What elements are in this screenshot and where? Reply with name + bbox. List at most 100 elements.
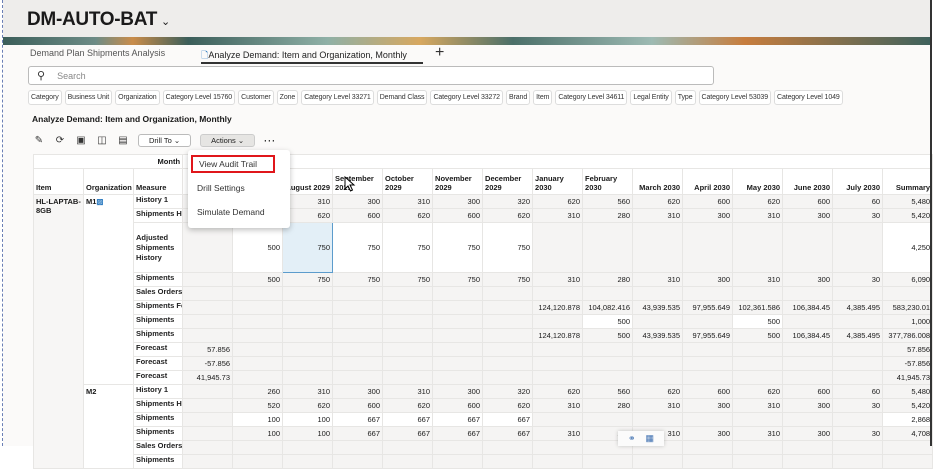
data-cell[interactable] — [432, 370, 484, 385]
data-cell[interactable]: 124,120.878 — [532, 328, 584, 343]
data-cell[interactable]: 600 — [682, 194, 734, 209]
data-cell[interactable] — [382, 440, 434, 455]
data-cell[interactable] — [182, 398, 234, 413]
data-cell[interactable] — [632, 286, 684, 301]
data-cell[interactable]: 100 — [282, 412, 334, 427]
data-cell[interactable]: 310 — [282, 194, 334, 209]
data-cell[interactable] — [232, 342, 284, 357]
data-cell[interactable]: 310 — [732, 208, 784, 223]
data-cell[interactable] — [682, 454, 734, 469]
tab-demand-plan-shipments-analysis[interactable]: Demand Plan Shipments Analysis — [30, 48, 166, 58]
data-cell[interactable] — [832, 370, 884, 385]
data-cell[interactable] — [282, 286, 334, 301]
menu-item-drill-settings[interactable]: Drill Settings — [197, 183, 245, 193]
organization-cell[interactable]: M2 — [83, 384, 134, 469]
data-cell[interactable] — [682, 286, 734, 301]
data-cell[interactable]: 102,361.586 — [732, 300, 784, 315]
data-cell[interactable] — [482, 440, 534, 455]
data-cell[interactable]: 667 — [432, 412, 484, 427]
data-cell[interactable] — [182, 286, 234, 301]
data-cell[interactable] — [382, 286, 434, 301]
data-cell[interactable] — [332, 454, 384, 469]
data-cell[interactable] — [332, 328, 384, 343]
data-cell[interactable] — [832, 314, 884, 329]
column-header[interactable]: January 2030 — [532, 168, 584, 195]
data-cell[interactable] — [332, 342, 384, 357]
tab-analyze-demand[interactable]: 🗋Analyze Demand: Item and Organization, … — [201, 46, 423, 64]
data-cell[interactable] — [182, 384, 234, 399]
data-cell[interactable]: 97,955.649 — [682, 328, 734, 343]
data-cell[interactable]: 106,384.45 — [782, 328, 834, 343]
data-cell[interactable] — [432, 300, 484, 315]
data-cell[interactable]: 500 — [582, 328, 634, 343]
data-cell[interactable] — [182, 272, 234, 287]
data-cell[interactable] — [382, 342, 434, 357]
data-cell[interactable]: 300 — [332, 384, 384, 399]
data-cell[interactable] — [832, 440, 884, 455]
data-cell[interactable]: -57.856 — [882, 356, 934, 371]
data-cell[interactable]: 300 — [682, 208, 734, 223]
data-cell[interactable] — [632, 454, 684, 469]
data-cell[interactable] — [332, 356, 384, 371]
data-cell[interactable]: 667 — [432, 426, 484, 441]
data-cell[interactable]: 310 — [532, 398, 584, 413]
app-title-switcher[interactable]: DM-AUTO-BAT ⌄ — [27, 9, 170, 31]
data-cell[interactable] — [182, 440, 234, 455]
data-cell[interactable]: 667 — [332, 426, 384, 441]
add-tab-button[interactable]: + — [434, 44, 445, 61]
column-header[interactable]: Summary — [882, 168, 934, 195]
data-cell[interactable] — [582, 412, 634, 427]
data-cell[interactable]: 620 — [532, 384, 584, 399]
filter-chip[interactable]: Category — [28, 90, 62, 105]
data-cell[interactable]: 30 — [832, 426, 884, 441]
data-cell[interactable] — [582, 370, 634, 385]
data-cell[interactable] — [732, 454, 784, 469]
data-cell[interactable] — [832, 286, 884, 301]
data-cell[interactable] — [232, 300, 284, 315]
data-cell[interactable] — [632, 222, 684, 273]
data-cell[interactable]: 5,480 — [882, 194, 934, 209]
data-cell[interactable]: 600 — [332, 208, 384, 223]
data-cell[interactable]: 124,120.878 — [532, 300, 584, 315]
data-cell[interactable]: 500 — [582, 314, 634, 329]
layout-icon[interactable]: ◫ — [97, 135, 107, 146]
data-cell[interactable]: 310 — [632, 272, 684, 287]
data-cell[interactable] — [532, 356, 584, 371]
data-cell[interactable]: 520 — [232, 398, 284, 413]
data-cell[interactable]: 300 — [682, 272, 734, 287]
data-cell[interactable] — [682, 356, 734, 371]
data-cell[interactable]: 620 — [732, 194, 784, 209]
data-cell[interactable]: 620 — [482, 398, 534, 413]
data-cell[interactable]: 667 — [382, 412, 434, 427]
filter-chip[interactable]: Zone — [276, 90, 299, 105]
data-cell[interactable] — [632, 370, 684, 385]
filter-chip[interactable]: Business Unit — [64, 90, 113, 105]
data-cell[interactable] — [532, 454, 584, 469]
data-cell[interactable] — [582, 356, 634, 371]
data-cell[interactable]: 620 — [632, 384, 684, 399]
data-cell[interactable]: 310 — [532, 426, 584, 441]
data-cell[interactable]: 300 — [332, 194, 384, 209]
data-cell[interactable] — [682, 412, 734, 427]
data-cell[interactable]: 310 — [532, 208, 584, 223]
data-cell[interactable] — [332, 314, 384, 329]
data-cell[interactable] — [732, 370, 784, 385]
data-cell[interactable] — [482, 370, 534, 385]
data-cell[interactable] — [482, 300, 534, 315]
data-cell[interactable] — [382, 300, 434, 315]
data-cell[interactable]: 667 — [382, 426, 434, 441]
column-header[interactable]: September 2029 — [332, 168, 384, 195]
filter-chip[interactable]: Customer — [238, 90, 274, 105]
data-cell[interactable] — [282, 370, 334, 385]
data-cell[interactable]: 280 — [582, 272, 634, 287]
column-header[interactable]: October 2029 — [382, 168, 434, 195]
data-cell[interactable] — [382, 314, 434, 329]
menu-item-simulate-demand[interactable]: Simulate Demand — [197, 207, 265, 217]
data-cell[interactable]: 500 — [232, 222, 284, 273]
data-cell[interactable]: 620 — [732, 384, 784, 399]
data-cell[interactable] — [782, 440, 834, 455]
data-cell[interactable]: 1,000 — [882, 314, 934, 329]
data-cell[interactable] — [482, 356, 534, 371]
data-cell[interactable]: 5,420 — [882, 398, 934, 413]
data-cell[interactable] — [682, 440, 734, 455]
